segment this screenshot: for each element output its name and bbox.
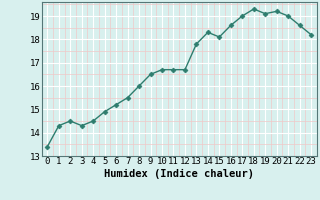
X-axis label: Humidex (Indice chaleur): Humidex (Indice chaleur) <box>104 169 254 179</box>
